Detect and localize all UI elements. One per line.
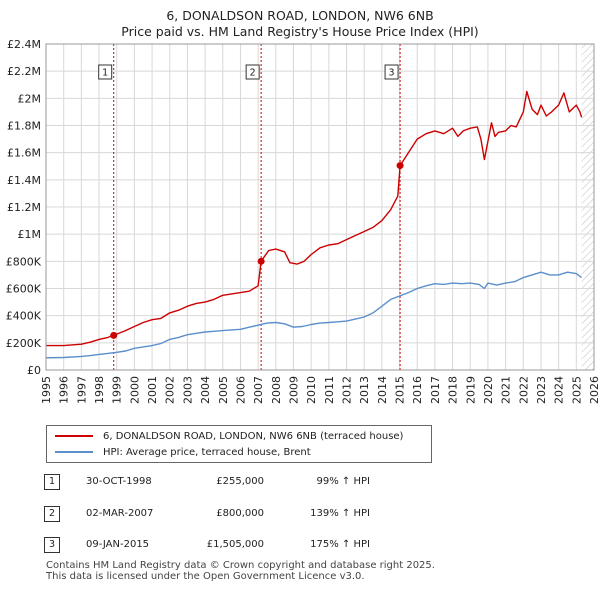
sale-marker-box [245, 64, 260, 80]
y-tick-label: £1.8M [7, 120, 41, 133]
legend-item-hpi: HPI: Average price, terraced house, Bren… [55, 445, 311, 459]
legend-swatch-property [55, 435, 93, 437]
sale-point [396, 162, 404, 170]
sale-hpi-change: 139% ↑ HPI [310, 508, 370, 519]
sale-row: 3 09-JAN-2015 £1,505,000 175% ↑ HPI [44, 537, 444, 555]
x-tick-label: 2005 [217, 376, 230, 404]
sale-row: 2 02-MAR-2007 £800,000 139% ↑ HPI [44, 506, 444, 524]
x-tick-label: 2015 [394, 376, 407, 404]
x-tick-label: 2020 [482, 376, 495, 404]
y-tick-label: £2.2M [7, 65, 41, 78]
sale-point [110, 331, 118, 339]
sale-number-badge: 1 [44, 474, 60, 490]
x-tick-label: 2002 [164, 376, 177, 404]
sale-point [257, 257, 265, 265]
footer-license: This data is licensed under the Open Gov… [46, 571, 365, 582]
y-tick-label: £800K [6, 255, 42, 268]
x-tick-label: 2008 [270, 376, 283, 404]
x-tick-label: 2025 [570, 376, 583, 404]
y-tick-label: £1.4M [7, 174, 41, 187]
legend: 6, DONALDSON ROAD, LONDON, NW6 6NB (terr… [46, 425, 432, 463]
x-tick-label: 2018 [447, 376, 460, 404]
sale-number-badge: 2 [44, 506, 60, 522]
x-tick-label: 2010 [305, 376, 318, 404]
x-tick-label: 2011 [323, 376, 336, 404]
sale-row: 1 30-OCT-1998 £255,000 99% ↑ HPI [44, 474, 444, 492]
price-chart: 1 2 3 £0 £200K £400K £600K £800K £1M £1.2M £1.4M £… [6, 38, 600, 404]
property-price-line [46, 90, 583, 347]
x-tick-label: 2024 [553, 376, 566, 404]
legend-item-property: 6, DONALDSON ROAD, LONDON, NW6 6NB (terr… [55, 429, 403, 443]
sale-marker-label: 3 [389, 68, 395, 79]
legend-swatch-hpi [55, 451, 93, 453]
sale-hpi-change: 99% ↑ HPI [316, 476, 370, 487]
x-tick-label: 2023 [535, 376, 548, 404]
x-tick-label: 2017 [429, 376, 442, 404]
hpi-line [45, 271, 583, 359]
x-tick-label: 1995 [40, 376, 53, 404]
y-tick-label: £0 [27, 364, 41, 377]
chart-title-line1: 6, DONALDSON ROAD, LONDON, NW6 6NB [166, 8, 434, 23]
plot-frame [45, 43, 595, 371]
x-tick-label: 1997 [75, 376, 88, 404]
sale-hpi-change: 175% ↑ HPI [310, 539, 370, 550]
x-tick-label: 1996 [58, 376, 71, 404]
x-tick-label: 2026 [588, 376, 600, 404]
footer-copyright: Contains HM Land Registry data © Crown c… [46, 560, 435, 571]
sale-price: £1,505,000 [206, 539, 264, 550]
x-tick-label: 2013 [358, 376, 371, 404]
legend-label-property: 6, DONALDSON ROAD, LONDON, NW6 6NB (terr… [103, 430, 404, 442]
sale-marker-box [98, 64, 113, 80]
footer: Contains HM Land Registry data © Crown c… [46, 560, 435, 582]
y-tick-label: £1.2M [7, 201, 41, 214]
x-tick-label: 2019 [464, 376, 477, 404]
x-tick-label: 1998 [93, 376, 106, 404]
x-tick-label: 2009 [287, 376, 300, 404]
y-tick-label: £200K [6, 337, 42, 350]
y-tick-label: £1.6M [7, 147, 41, 160]
x-tick-label: 2012 [341, 376, 354, 404]
x-tick-label: 2014 [376, 376, 389, 404]
sale-price: £800,000 [216, 508, 264, 519]
x-tick-label: 2001 [146, 376, 159, 404]
x-tick-label: 2021 [500, 376, 513, 404]
x-tick-label: 1999 [111, 376, 124, 404]
sale-date: 09-JAN-2015 [86, 539, 150, 550]
sale-marker-box [384, 64, 399, 80]
y-tick-label: £2.4M [7, 38, 41, 51]
x-tick-label: 2006 [234, 376, 247, 404]
chart-title-line2: Price paid vs. HM Land Registry's House … [121, 24, 479, 39]
x-tick-label: 2004 [199, 376, 212, 404]
x-tick-label: 2022 [517, 376, 530, 404]
x-tick-label: 2007 [252, 376, 265, 404]
y-tick-label: £600K [6, 283, 42, 296]
x-tick-label: 2000 [128, 376, 141, 404]
legend-label-hpi: HPI: Average price, terraced house, Bren… [103, 446, 311, 458]
y-tick-label: £2M [18, 92, 42, 105]
x-tick-label: 2003 [181, 376, 194, 404]
y-tick-label: £400K [6, 310, 42, 323]
sale-marker-label: 2 [250, 68, 256, 79]
sale-number-badge: 3 [44, 537, 60, 553]
y-tick-label: £1M [18, 228, 42, 241]
x-tick-label: 2016 [411, 376, 424, 404]
sale-marker-label: 1 [102, 68, 108, 79]
sale-price: £255,000 [216, 476, 264, 487]
sale-date: 02-MAR-2007 [86, 508, 154, 519]
sale-date: 30-OCT-1998 [86, 476, 152, 487]
